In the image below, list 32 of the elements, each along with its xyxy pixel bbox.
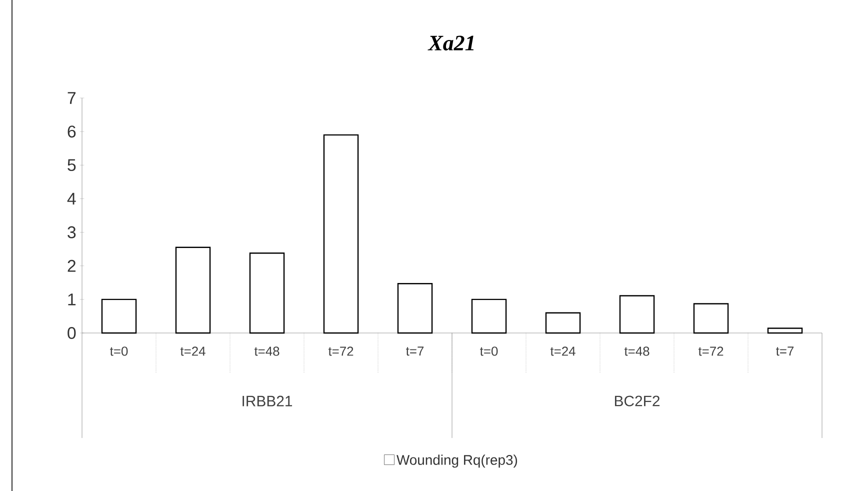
y-tick-label: 7 <box>68 92 76 104</box>
text: BC2F2 <box>614 396 660 406</box>
bar <box>175 246 211 334</box>
x-tick-label: t=72 <box>698 346 724 356</box>
x-tick-label: t=0 <box>110 346 128 356</box>
x-tick-label: t=72 <box>328 346 354 356</box>
x-tick-label: t=7 <box>776 346 794 356</box>
bar <box>767 328 803 334</box>
text: IRBB21 <box>242 396 292 406</box>
x-tick-label: t=48 <box>624 346 650 356</box>
bar <box>249 252 285 334</box>
y-tick-label: 5 <box>68 159 76 172</box>
bar <box>471 298 507 334</box>
bar <box>101 298 137 334</box>
y-tick-label: 4 <box>67 192 76 205</box>
x-tick-label: t=48 <box>254 346 280 356</box>
y-tick-label: 1 <box>68 294 76 306</box>
bar <box>693 303 729 334</box>
bar <box>397 283 433 334</box>
bar <box>545 312 581 334</box>
y-tick-label: 3 <box>68 226 76 238</box>
y-tick-label: 0 <box>68 326 76 339</box>
x-tick-label: t=24 <box>550 346 576 356</box>
x-tick-label: t=0 <box>480 346 498 356</box>
x-tick-label: t=7 <box>406 346 424 356</box>
text: Wounding Rq(rep3) <box>396 454 518 468</box>
bar <box>323 134 359 334</box>
bar <box>619 295 655 334</box>
x-tick-label: t=24 <box>180 346 206 356</box>
chart-title: Xa21 <box>428 36 474 50</box>
y-tick-label: 2 <box>68 260 76 272</box>
y-tick-label: 6 <box>68 126 76 138</box>
